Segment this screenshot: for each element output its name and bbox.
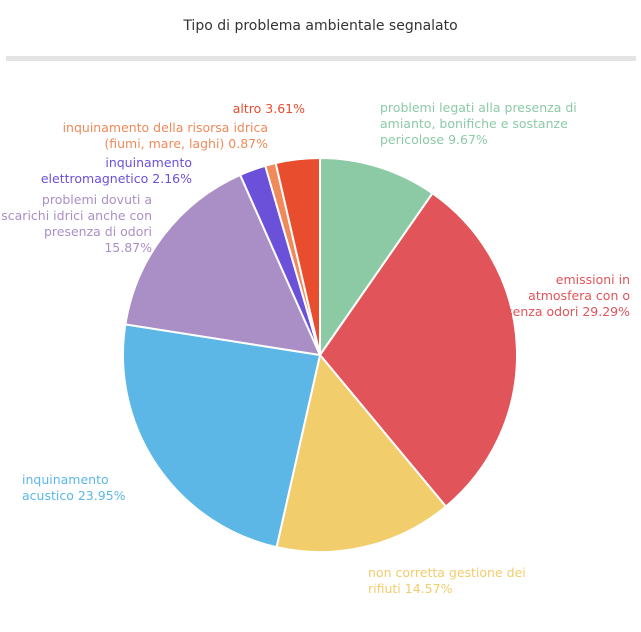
- slice-label: inquinamento della risorsa idrica (fiumi…: [40, 120, 268, 152]
- category-name: problemi legati alla presenza di amianto…: [380, 100, 577, 147]
- pie-slice: [274, 156, 321, 356]
- slice-label: emissioni in atmosfera con o senza odori…: [500, 272, 630, 320]
- value-label: 2.16%: [152, 171, 192, 186]
- value-label: 29.29%: [582, 304, 630, 319]
- slice-label: altro 3.61%: [200, 101, 305, 117]
- category-name: emissioni in atmosfera con o senza odori: [506, 272, 630, 319]
- pie-slice: [318, 191, 518, 508]
- value-label: 0.87%: [228, 136, 268, 151]
- pie-slice: [319, 156, 434, 359]
- slice-label: problemi dovuti a scarichi idrici anche …: [0, 192, 152, 256]
- category-name: altro: [232, 101, 262, 116]
- category-name: inquinamento acustico: [22, 472, 109, 503]
- value-label: 15.87%: [104, 240, 152, 255]
- slice-label: non corretta gestione dei rifiuti 14.57%: [368, 565, 538, 597]
- pie-slice: [122, 323, 322, 549]
- chart-title: Tipo di problema ambientale segnalato: [183, 18, 458, 34]
- slice-label: inquinamento acustico 23.95%: [22, 472, 162, 504]
- separator: [6, 56, 636, 61]
- slice-label: problemi legati alla presenza di amianto…: [380, 100, 620, 148]
- category-name: problemi dovuti a scarichi idrici anche …: [1, 192, 152, 239]
- value-label: 23.95%: [77, 488, 126, 503]
- pie-slice: [275, 352, 448, 553]
- category-name: inquinamento della risorsa idrica (fiumi…: [62, 120, 268, 151]
- slice-label: inquinamento elettromagnetico 2.16%: [0, 155, 192, 187]
- pie-slice: [124, 173, 322, 357]
- value-label: 9.67%: [448, 132, 488, 147]
- value-label: 14.57%: [404, 581, 453, 596]
- category-name: non corretta gestione dei rifiuti: [368, 565, 526, 596]
- value-label: 3.61%: [265, 101, 305, 116]
- category-name: inquinamento elettromagnetico: [40, 155, 192, 186]
